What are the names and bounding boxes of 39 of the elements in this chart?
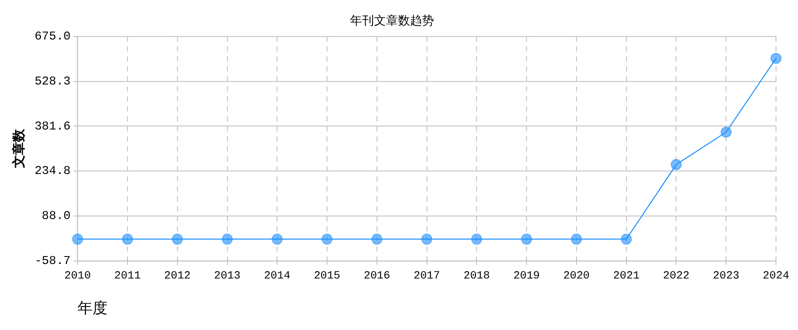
x-tick-label: 2017 [414,270,440,282]
y-tick-label: 88.0 [42,209,71,224]
y-tick-label: -58.7 [34,254,71,268]
x-tick-label: 2010 [64,270,91,282]
x-tick-label: 2024 [762,270,790,282]
x-tick-label: 2022 [663,270,690,282]
point [570,234,582,245]
point [371,234,382,245]
point [521,234,532,245]
y-axis-title: 文章数 [11,128,28,170]
point [222,234,233,245]
x-axis-title: 年度 [78,298,108,317]
x-tick-label: 2015 [314,270,340,282]
x-tick-label: 2019 [513,270,540,282]
x-tick-label: 2014 [264,270,291,282]
x-tick-label: 2011 [114,270,142,282]
point [172,234,183,245]
point [72,234,84,245]
x-tick-label: 2016 [364,270,390,282]
x-tick-label: 2020 [563,270,590,282]
y-tick-label: 675.0 [34,30,71,44]
point [770,52,782,64]
x-tick-label: 2023 [712,270,740,282]
y-tick-label: 528.3 [34,74,71,88]
point [421,234,432,245]
chart-title: 年刊文章数趋势 [350,13,434,28]
point [471,234,482,245]
x-tick-label: 2021 [613,270,640,282]
point [272,234,283,245]
x-tick-label: 2018 [463,270,490,282]
point [322,234,333,245]
y-tick-label: 381.6 [34,119,71,134]
point [620,234,632,245]
point [720,126,732,138]
x-tick-label: 2013 [214,270,240,282]
x-tick-label: 2012 [164,270,191,282]
point [122,234,133,245]
point [670,159,682,170]
y-tick-label: 234.8 [34,164,71,178]
